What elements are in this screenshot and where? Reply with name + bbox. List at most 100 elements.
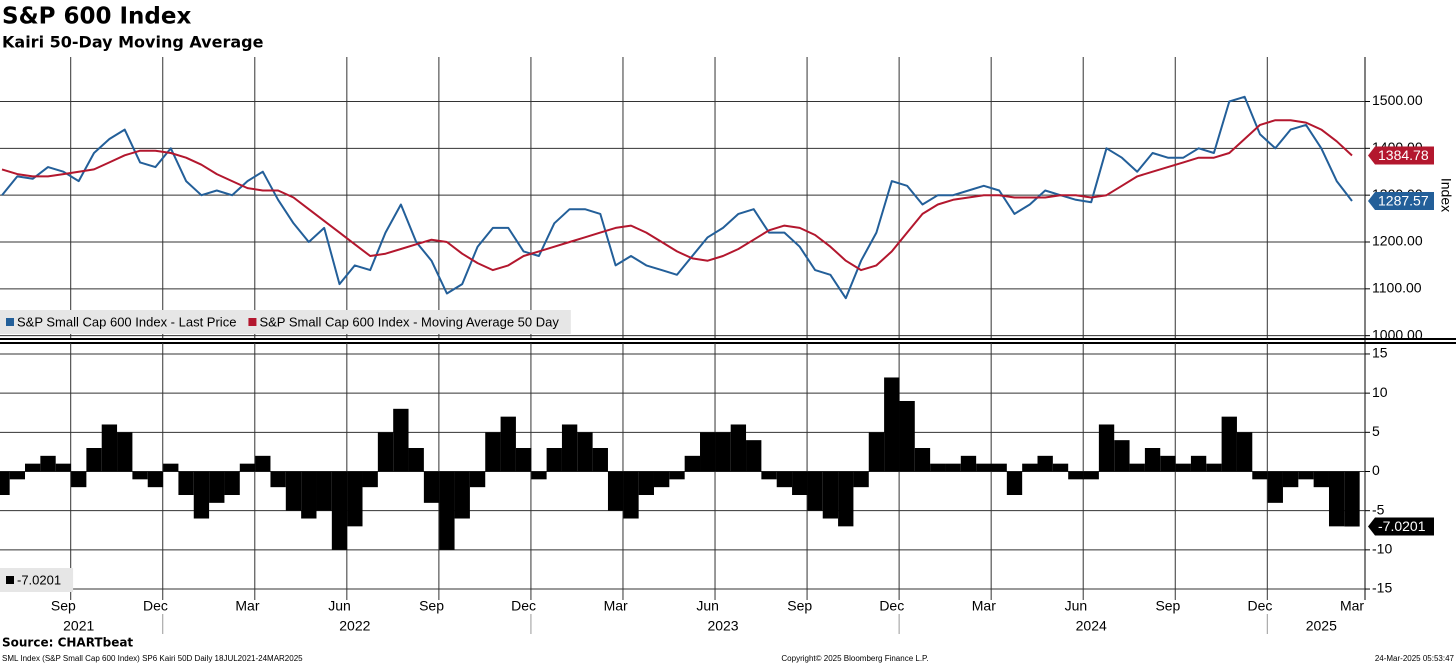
bar — [1298, 471, 1314, 480]
legend-swatch — [6, 318, 14, 326]
bar — [592, 447, 608, 472]
x-tick-label: Mar — [1340, 598, 1364, 614]
bar — [1236, 432, 1253, 472]
y-axis-label: Index — [1438, 178, 1454, 212]
legend-swatch — [248, 318, 257, 326]
bar — [638, 471, 654, 496]
bar — [55, 463, 72, 472]
bar — [485, 432, 501, 472]
legend-label: -7.0201 — [17, 572, 61, 587]
x-tick-label: Dec — [879, 598, 904, 614]
footer-note: SML Index (S&P Small Cap 600 Index) SP6 … — [2, 654, 303, 663]
bar — [1129, 463, 1145, 472]
bar — [884, 377, 900, 472]
bar — [991, 463, 1007, 472]
bar — [868, 432, 885, 472]
y-tick-label: 10 — [1372, 384, 1388, 400]
last-value-tag — [1368, 146, 1434, 165]
bar — [669, 471, 685, 480]
y-tick-label: 0 — [1372, 462, 1380, 478]
bar — [684, 455, 701, 472]
bar — [1160, 455, 1176, 472]
bar — [1037, 455, 1053, 472]
x-tick-label: Mar — [972, 598, 996, 614]
x-year-label: 2025 — [1306, 618, 1337, 634]
bar — [1344, 471, 1360, 527]
legend-box — [0, 310, 571, 334]
x-tick-label: Sep — [51, 598, 76, 614]
bar — [0, 471, 10, 496]
bar — [1252, 471, 1268, 480]
bar — [239, 463, 256, 472]
legend-label: S&P Small Cap 600 Index - Last Price — [17, 314, 236, 329]
bar — [746, 440, 762, 472]
bar — [807, 471, 823, 511]
bar — [960, 455, 977, 472]
y-tick-label: 1100.00 — [1372, 280, 1422, 296]
bar — [178, 471, 194, 496]
x-year-label: 2023 — [707, 618, 738, 634]
bar — [1221, 416, 1237, 472]
bar — [1206, 463, 1222, 472]
y-tick-label: 1200.00 — [1372, 233, 1423, 249]
bar — [224, 471, 240, 496]
bar — [1098, 424, 1115, 472]
y-tick-label: 15 — [1372, 345, 1388, 361]
bar — [408, 447, 424, 472]
bar — [86, 447, 102, 472]
y-tick-label: -15 — [1372, 580, 1392, 596]
bar — [454, 471, 470, 519]
last-value-label: 1287.57 — [1378, 193, 1429, 209]
bar — [577, 432, 593, 472]
bar — [117, 432, 133, 472]
x-tick-label: Dec — [1248, 598, 1273, 614]
series-line — [1, 119, 1353, 272]
series-line — [1, 95, 1353, 300]
bar — [1068, 471, 1084, 480]
bar — [270, 471, 286, 488]
legend-swatch — [6, 576, 14, 584]
bar — [469, 471, 486, 488]
bar — [500, 416, 516, 472]
bar — [792, 471, 808, 496]
last-value-label: -7.0201 — [1378, 518, 1426, 534]
x-tick-label: Mar — [235, 598, 259, 614]
bar — [546, 447, 562, 472]
bar — [561, 424, 578, 472]
x-tick-label: Sep — [787, 598, 812, 614]
x-tick-label: Mar — [604, 598, 628, 614]
legend: S&P Small Cap 600 Index - Last Price S&P … — [0, 310, 571, 334]
y-tick-label: -10 — [1372, 541, 1392, 557]
x-year-label: 2021 — [63, 618, 94, 634]
bar — [423, 471, 440, 503]
x-year-label: 2022 — [339, 618, 370, 634]
x-tick-label: Dec — [143, 598, 168, 614]
bar — [761, 471, 777, 480]
bar — [822, 471, 839, 519]
legend: -7.0201 — [0, 568, 74, 592]
bar — [715, 432, 731, 472]
x-tick-label: Jun — [1065, 598, 1088, 614]
bar — [331, 471, 348, 550]
bar — [316, 471, 332, 511]
bar — [285, 471, 302, 511]
bar — [347, 471, 363, 527]
bar — [147, 471, 164, 488]
bar — [362, 471, 378, 488]
x-tick-label: Sep — [419, 598, 444, 614]
bar — [1282, 471, 1299, 488]
bar — [653, 471, 670, 488]
bar — [976, 463, 992, 472]
bar — [853, 471, 869, 488]
bar — [515, 447, 532, 472]
x-tick-label: Sep — [1155, 598, 1180, 614]
bar — [623, 471, 639, 519]
bar — [945, 463, 961, 472]
bar — [700, 432, 716, 472]
bar — [1267, 471, 1283, 503]
bar — [1083, 471, 1099, 480]
bar — [1144, 447, 1161, 472]
bar — [914, 447, 931, 472]
bar — [377, 432, 394, 472]
